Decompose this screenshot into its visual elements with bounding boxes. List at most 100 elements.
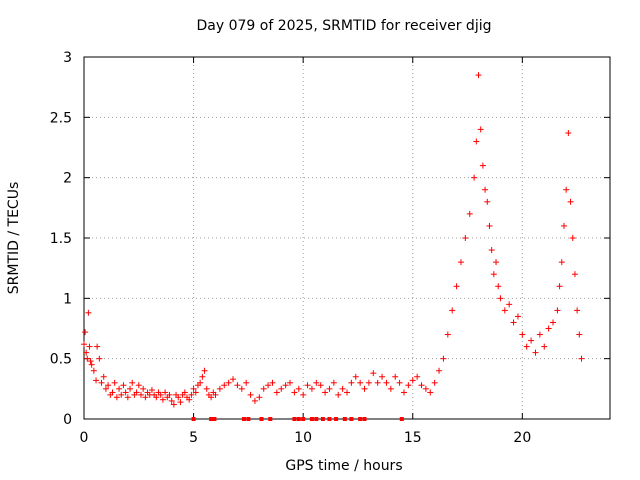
data-point	[88, 361, 95, 368]
data-point	[188, 391, 195, 398]
data-point	[488, 247, 495, 254]
data-point	[291, 389, 298, 396]
data-point	[479, 162, 486, 169]
baseline-mark	[358, 417, 363, 421]
data-point	[159, 396, 166, 403]
x-tick-label: 20	[513, 430, 531, 446]
data-point	[93, 377, 100, 384]
data-point	[422, 385, 429, 392]
baseline-marks	[191, 417, 404, 421]
data-point	[379, 373, 386, 380]
data-point	[453, 283, 460, 290]
data-point	[501, 307, 508, 314]
data-point	[313, 379, 320, 386]
data-point	[192, 389, 199, 396]
data-point	[506, 301, 513, 308]
baseline-mark	[309, 417, 314, 421]
data-point	[400, 389, 407, 396]
data-point	[322, 389, 329, 396]
baseline-mark	[212, 417, 217, 421]
data-point	[431, 379, 438, 386]
data-point	[493, 259, 500, 266]
x-tick-label: 15	[404, 430, 422, 446]
axes	[83, 56, 611, 420]
data-point	[90, 367, 97, 374]
y-tick-label: 2	[63, 171, 72, 187]
data-point	[83, 349, 90, 356]
data-point	[490, 271, 497, 278]
data-point	[576, 331, 583, 338]
data-point	[374, 379, 381, 386]
data-point	[118, 391, 125, 398]
data-point	[550, 319, 557, 326]
data-point	[190, 385, 197, 392]
data-point	[162, 389, 169, 396]
data-point	[96, 355, 103, 362]
data-point	[122, 389, 129, 396]
data-point	[414, 373, 421, 380]
data-point	[558, 259, 565, 266]
data-point	[148, 387, 155, 394]
baseline-mark	[292, 417, 297, 421]
data-point	[396, 379, 403, 386]
baseline-mark	[399, 417, 404, 421]
data-point	[273, 389, 280, 396]
data-point	[120, 382, 127, 389]
x-tick-label: 5	[189, 430, 198, 446]
baseline-mark	[191, 417, 196, 421]
data-point	[133, 389, 140, 396]
data-point	[100, 373, 107, 380]
data-point	[177, 399, 184, 406]
data-point	[94, 343, 101, 350]
data-point	[85, 309, 92, 316]
data-point	[444, 331, 451, 338]
data-point	[199, 373, 206, 380]
data-point	[269, 379, 276, 386]
data-point	[556, 283, 563, 290]
data-point	[344, 389, 350, 396]
baseline-mark	[246, 417, 251, 421]
data-point	[243, 379, 250, 386]
data-point	[457, 259, 464, 266]
gridlines	[84, 57, 610, 419]
baseline-mark	[209, 417, 214, 421]
data-point	[545, 325, 552, 332]
chart-title: Day 079 of 2025, SRMTID for receiver dji…	[197, 18, 492, 34]
data-point	[216, 385, 223, 392]
data-point	[536, 331, 543, 338]
data-point	[574, 307, 581, 314]
data-point	[109, 389, 116, 396]
data-point	[82, 329, 89, 336]
data-point	[260, 385, 267, 392]
data-point	[405, 382, 412, 389]
data-point	[370, 370, 377, 377]
data-point	[418, 382, 425, 389]
data-point	[352, 373, 359, 380]
data-point	[234, 382, 241, 389]
data-point	[449, 307, 456, 314]
data-point	[225, 379, 232, 386]
data-point	[181, 389, 188, 396]
data-point	[563, 186, 570, 193]
data-point	[523, 343, 530, 350]
data-point	[142, 394, 149, 401]
baseline-mark	[327, 417, 332, 421]
data-point	[475, 72, 482, 79]
baseline-mark	[362, 417, 367, 421]
data-point	[365, 379, 372, 386]
data-point	[532, 349, 539, 356]
data-point	[124, 394, 131, 401]
data-point	[129, 379, 136, 386]
data-point	[514, 313, 521, 320]
data-point	[230, 376, 237, 383]
data-point	[86, 343, 93, 350]
data-point	[111, 379, 118, 386]
data-point	[387, 385, 394, 392]
data-point	[265, 382, 272, 389]
data-point	[105, 382, 112, 389]
y-tick-label: 1.5	[50, 231, 72, 247]
data-point	[519, 331, 526, 338]
data-point	[497, 295, 504, 302]
data-point	[383, 379, 390, 386]
baseline-mark	[241, 417, 246, 421]
